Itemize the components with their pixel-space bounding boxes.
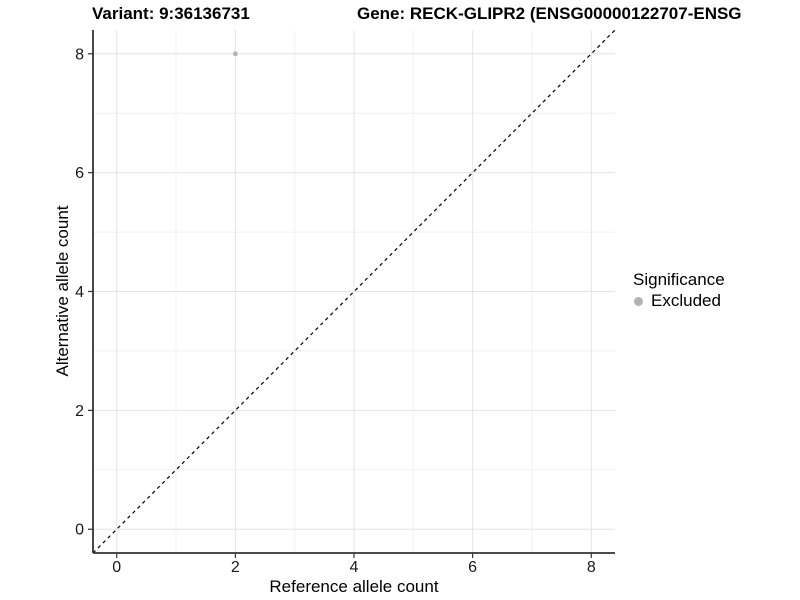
legend-item-excluded: Excluded (633, 291, 725, 311)
gene-title: Gene: RECK-GLIPR2 (ENSG00000122707-ENSG (357, 4, 742, 23)
legend-item-label: Excluded (651, 291, 721, 310)
legend-title: Significance (633, 270, 725, 289)
x-axis-title: Reference allele count (269, 577, 439, 596)
variant-title: Variant: 9:36136731 (92, 4, 250, 23)
y-tick-label: 2 (75, 403, 84, 420)
x-tick-label: 6 (468, 559, 477, 576)
y-tick-label: 6 (75, 165, 84, 182)
legend: Significance Excluded (633, 270, 725, 311)
y-axis-title: Alternative allele count (53, 205, 72, 377)
y-tick-label: 0 (75, 522, 84, 539)
x-tick-label: 8 (587, 559, 596, 576)
x-tick-label: 0 (112, 559, 121, 576)
data-point (232, 51, 238, 57)
y-tick-label: 8 (75, 46, 84, 63)
y-tick-label: 4 (75, 284, 84, 301)
legend-point-icon (634, 296, 643, 306)
x-tick-label: 2 (231, 559, 240, 576)
x-tick-label: 4 (350, 559, 359, 576)
